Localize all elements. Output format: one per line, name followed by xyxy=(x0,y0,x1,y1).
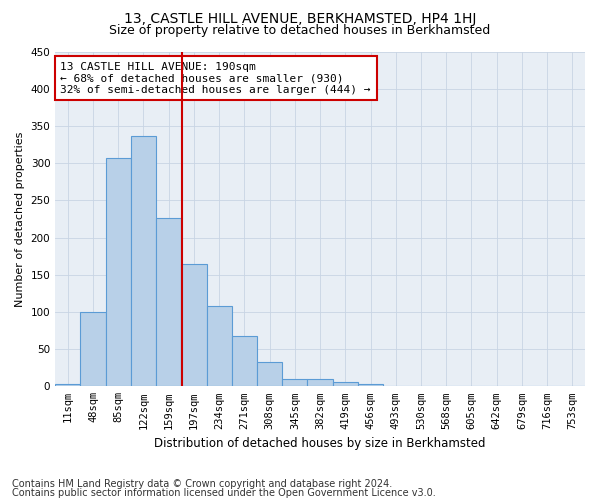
Bar xyxy=(181,264,206,386)
Text: 13, CASTLE HILL AVENUE, BERKHAMSTED, HP4 1HJ: 13, CASTLE HILL AVENUE, BERKHAMSTED, HP4… xyxy=(124,12,476,26)
Bar xyxy=(282,379,307,386)
Text: Contains public sector information licensed under the Open Government Licence v3: Contains public sector information licen… xyxy=(12,488,436,498)
Text: 13 CASTLE HILL AVENUE: 190sqm
← 68% of detached houses are smaller (930)
32% of : 13 CASTLE HILL AVENUE: 190sqm ← 68% of d… xyxy=(61,62,371,94)
X-axis label: Distribution of detached houses by size in Berkhamsted: Distribution of detached houses by size … xyxy=(154,437,486,450)
Bar xyxy=(307,379,332,386)
Y-axis label: Number of detached properties: Number of detached properties xyxy=(15,131,25,306)
Text: Size of property relative to detached houses in Berkhamsted: Size of property relative to detached ho… xyxy=(109,24,491,37)
Text: Contains HM Land Registry data © Crown copyright and database right 2024.: Contains HM Land Registry data © Crown c… xyxy=(12,479,392,489)
Bar xyxy=(55,384,80,386)
Bar xyxy=(156,218,181,386)
Bar xyxy=(358,384,383,386)
Bar xyxy=(232,336,257,386)
Bar xyxy=(332,382,358,386)
Bar xyxy=(106,158,131,386)
Bar xyxy=(206,306,232,386)
Bar xyxy=(257,362,282,386)
Bar xyxy=(131,136,156,386)
Bar xyxy=(80,312,106,386)
